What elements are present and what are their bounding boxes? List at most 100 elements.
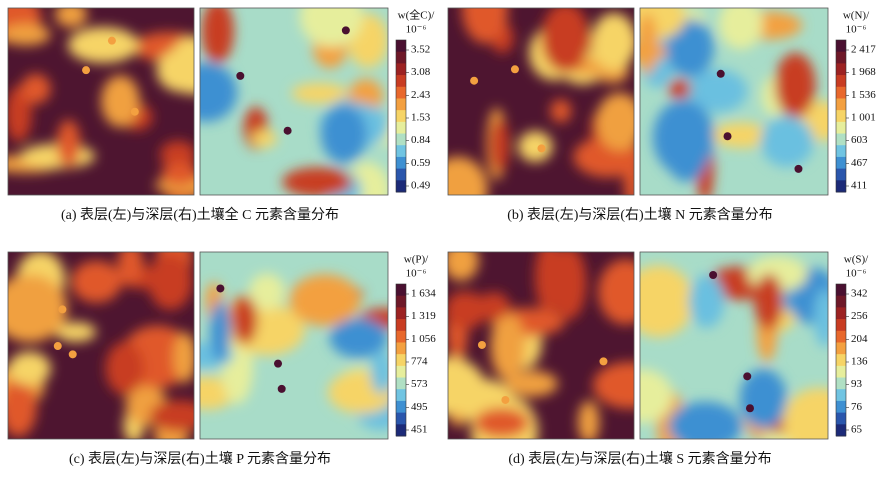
legend-title: w(全C)/ <box>398 8 436 22</box>
map-blob <box>688 274 725 328</box>
colorbar-band <box>396 133 406 146</box>
map-blob <box>461 8 508 44</box>
tick-label: 0.59 <box>411 157 431 169</box>
colorbar-band <box>396 354 406 367</box>
colorbar-band <box>396 307 406 320</box>
colorbar-band <box>836 319 846 332</box>
colorbar-band <box>836 98 846 111</box>
colorbar-band <box>836 424 846 437</box>
tick-label: 451 <box>411 424 428 436</box>
map-blob <box>201 8 235 64</box>
map-frame <box>199 251 389 440</box>
tick-label: 774 <box>411 356 428 368</box>
colorbar <box>835 283 847 437</box>
colorbar-band <box>396 365 406 379</box>
legend-unit: 10⁻⁶ <box>406 24 427 36</box>
map-blob <box>251 129 278 148</box>
colorbar-band <box>836 110 846 123</box>
map-blob <box>640 13 658 75</box>
colorbar-band <box>396 86 406 99</box>
map-blob <box>289 274 361 327</box>
colorbar <box>395 283 407 437</box>
map-blob <box>149 400 194 432</box>
colorbar-band <box>836 121 846 135</box>
colorbar-band <box>836 145 846 158</box>
map-frame <box>7 251 195 440</box>
colorbar-band <box>836 168 846 181</box>
map-blobs <box>448 8 634 195</box>
tick-label: 3.52 <box>411 44 430 56</box>
contour-map <box>448 8 634 195</box>
colorbar-band <box>396 110 406 123</box>
map-blob <box>813 288 828 348</box>
map-spot <box>599 357 608 366</box>
map-blob <box>210 301 231 363</box>
colorbar-band <box>396 424 406 437</box>
colorbar-frame <box>835 39 847 193</box>
map-blob <box>299 8 363 48</box>
map-blob <box>591 12 634 71</box>
map-spot <box>216 284 225 293</box>
tick-label: 136 <box>851 356 868 368</box>
map-frame <box>447 251 635 440</box>
map-spot <box>82 66 91 75</box>
map-frame <box>199 7 389 196</box>
map-blob <box>598 259 634 325</box>
map-spot <box>501 395 510 404</box>
tick-label: 76 <box>851 401 863 413</box>
colorbar-band <box>396 145 406 158</box>
colorbar-band <box>836 342 846 355</box>
colorbar-band <box>836 365 846 379</box>
colorbar-band <box>836 354 846 367</box>
map-blob <box>448 252 479 281</box>
panel: w(S)/ 10⁻⁶ 342 256 204 136 93 76 65 (d) 表层(左)与深层(… <box>508 254 869 468</box>
map-blob <box>578 400 600 439</box>
colorbar-band <box>836 307 846 320</box>
colorbar-band <box>836 180 846 193</box>
tick-label: 603 <box>851 134 868 146</box>
map-blob <box>56 119 81 168</box>
colorbar-band <box>396 40 406 53</box>
tick-label: 1.53 <box>411 112 431 124</box>
map-blob <box>117 252 144 285</box>
caption: (b) 表层(左)与深层(右)土壤 N 元素含量分布 <box>507 206 773 223</box>
map-spot <box>743 372 752 381</box>
map-spot <box>274 359 283 368</box>
tick-label: 1 634 <box>411 288 436 300</box>
contour-map <box>640 8 828 195</box>
colorbar-frame <box>835 283 847 437</box>
map-blob <box>67 26 139 64</box>
map-spot <box>794 164 803 173</box>
map-frame <box>639 7 829 196</box>
map-blob <box>8 274 68 343</box>
colorbar-band <box>836 400 846 414</box>
map-spot <box>68 350 77 359</box>
map-blobs <box>640 255 828 439</box>
map-blob <box>640 369 673 424</box>
map-blob <box>232 296 258 345</box>
colorbar-band <box>396 121 406 135</box>
tick-label: 0.49 <box>411 180 431 192</box>
map-blobs <box>8 252 194 439</box>
map-blob <box>249 273 285 311</box>
colorbar-band <box>836 40 846 53</box>
map-blob <box>711 122 772 148</box>
map-blob <box>8 23 51 46</box>
map-frame <box>447 7 635 196</box>
colorbar-band <box>396 330 406 343</box>
map-blob <box>666 19 714 78</box>
map-spot <box>107 36 116 45</box>
tick-label: 1 001 <box>851 112 876 124</box>
map-spot <box>510 65 519 74</box>
caption: (c) 表层(左)与深层(右)土壤 P 元素含量分布 <box>69 450 331 467</box>
map-spot <box>53 342 62 351</box>
map-blob <box>291 82 348 104</box>
map-blobs <box>448 252 634 439</box>
map-blob <box>782 387 828 439</box>
colorbar-band <box>836 63 846 76</box>
map-spot <box>745 404 754 413</box>
map-blob <box>8 377 37 437</box>
colorbar-band <box>836 86 846 99</box>
map-spot <box>277 384 286 393</box>
tick-label: 256 <box>851 310 868 322</box>
